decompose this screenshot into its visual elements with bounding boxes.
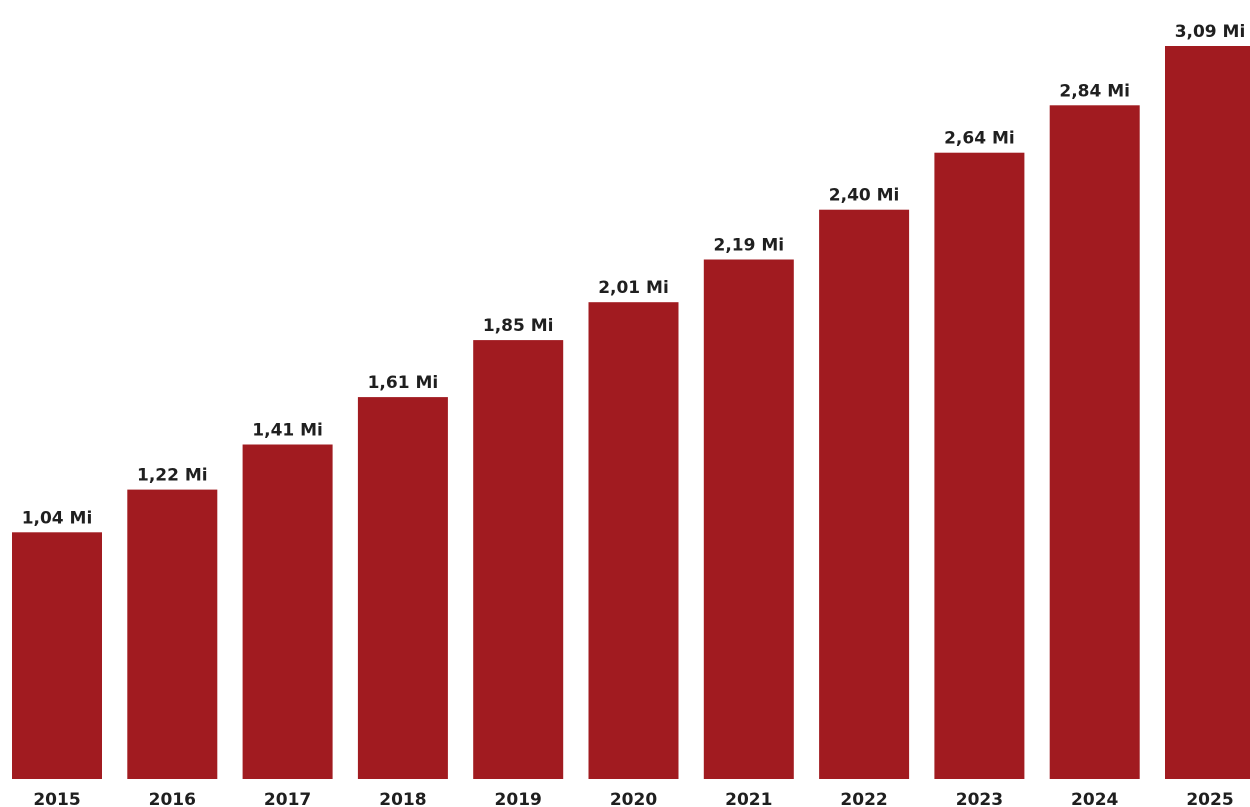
x-axis-tick-labels: 2015 2016 2017 2018 2019 2020 2021 2022 2023 2024… bbox=[33, 790, 1233, 807]
bar-2023 bbox=[934, 152, 1025, 779]
x-tick-label-2021: 2021 bbox=[725, 790, 772, 807]
bar-2024 bbox=[1049, 105, 1140, 780]
data-label-2023: 2,64 Mi bbox=[944, 129, 1015, 149]
data-label-2021: 2,19 Mi bbox=[713, 236, 784, 256]
x-tick-label-2022: 2022 bbox=[840, 790, 887, 807]
bar-2017 bbox=[242, 444, 333, 779]
data-label-2015: 1,04 Mi bbox=[22, 508, 93, 528]
bar-2025 bbox=[1165, 46, 1250, 779]
data-label-2016: 1,22 Mi bbox=[137, 466, 208, 486]
data-label-2020: 2,01 Mi bbox=[598, 278, 669, 298]
x-tick-label-2023: 2023 bbox=[956, 790, 1003, 807]
x-tick-label-2020: 2020 bbox=[610, 790, 657, 807]
bar-2016 bbox=[127, 489, 218, 779]
data-label-2024: 2,84 Mi bbox=[1059, 81, 1130, 101]
data-label-2022: 2,40 Mi bbox=[829, 186, 900, 206]
bar-2019 bbox=[473, 340, 564, 779]
x-tick-label-2016: 2016 bbox=[149, 790, 196, 807]
x-tick-label-2019: 2019 bbox=[495, 790, 542, 807]
bar-2021 bbox=[703, 259, 794, 779]
bar-2015 bbox=[12, 532, 102, 779]
data-label-2018: 1,61 Mi bbox=[368, 373, 439, 393]
bar-2022 bbox=[819, 209, 910, 779]
x-tick-label-2025: 2025 bbox=[1186, 790, 1233, 807]
data-label-2025: 3,09 Mi bbox=[1175, 22, 1246, 42]
bars-layer bbox=[12, 46, 1250, 780]
data-label-2017: 1,41 Mi bbox=[252, 421, 323, 441]
data-label-2019: 1,85 Mi bbox=[483, 316, 554, 336]
x-tick-label-2024: 2024 bbox=[1071, 790, 1118, 807]
data-labels-layer: 1,04 Mi 1,22 Mi 1,41 Mi 1,61 Mi 1,85 Mi 2,01 … bbox=[22, 22, 1246, 528]
bar-2020 bbox=[588, 302, 679, 779]
x-tick-label-2017: 2017 bbox=[264, 790, 311, 807]
x-tick-label-2018: 2018 bbox=[379, 790, 426, 807]
x-tick-label-2015: 2015 bbox=[33, 790, 80, 807]
bar-2018 bbox=[357, 397, 448, 779]
